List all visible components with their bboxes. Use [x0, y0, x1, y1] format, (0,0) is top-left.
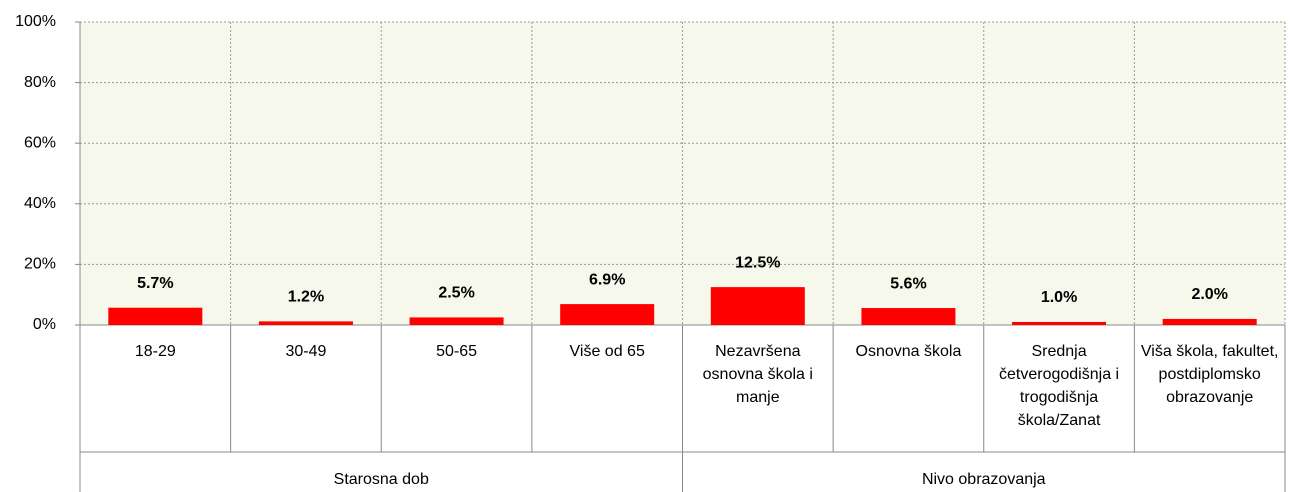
x-tick-label: Srednja četverogodišnja i trogodišnja šk… [999, 343, 1120, 429]
value-label: 5.6% [890, 275, 926, 292]
bar [258, 321, 353, 325]
y-tick-label: 80% [24, 74, 56, 91]
value-label: 5.7% [137, 275, 173, 292]
value-label: 1.0% [1041, 289, 1077, 306]
y-tick-label: 20% [24, 256, 56, 273]
y-tick-label: 0% [33, 316, 56, 333]
bar [1162, 318, 1257, 325]
x-tick-label: Više od 65 [569, 343, 645, 360]
bar [710, 287, 805, 325]
value-label: 12.5% [735, 254, 780, 271]
bar [409, 317, 504, 325]
x-tick-label: 30-49 [285, 343, 327, 360]
x-tick-label: 18-29 [134, 343, 176, 360]
value-label: 1.2% [288, 289, 324, 306]
value-label: 6.9% [589, 271, 625, 288]
x-tick-label: Osnovna škola [855, 343, 962, 360]
group-label: Nivo obrazovanja [922, 471, 1046, 488]
bar [1012, 321, 1107, 325]
y-tick-label: 100% [15, 13, 56, 30]
value-label: 2.5% [438, 285, 474, 302]
x-tick-label: 50-65 [436, 343, 478, 360]
bar [560, 304, 655, 325]
y-tick-label: 60% [24, 134, 56, 151]
y-tick-label: 40% [24, 195, 56, 212]
x-tick-label: Nezavršena osnovna škola i manje [702, 343, 813, 406]
bar [861, 308, 956, 325]
value-label: 2.0% [1191, 286, 1227, 303]
x-tick-label: Viša škola, fakultet, postdiplomsko obra… [1140, 343, 1279, 406]
bar [108, 307, 203, 325]
group-label: Starosna dob [334, 471, 429, 488]
